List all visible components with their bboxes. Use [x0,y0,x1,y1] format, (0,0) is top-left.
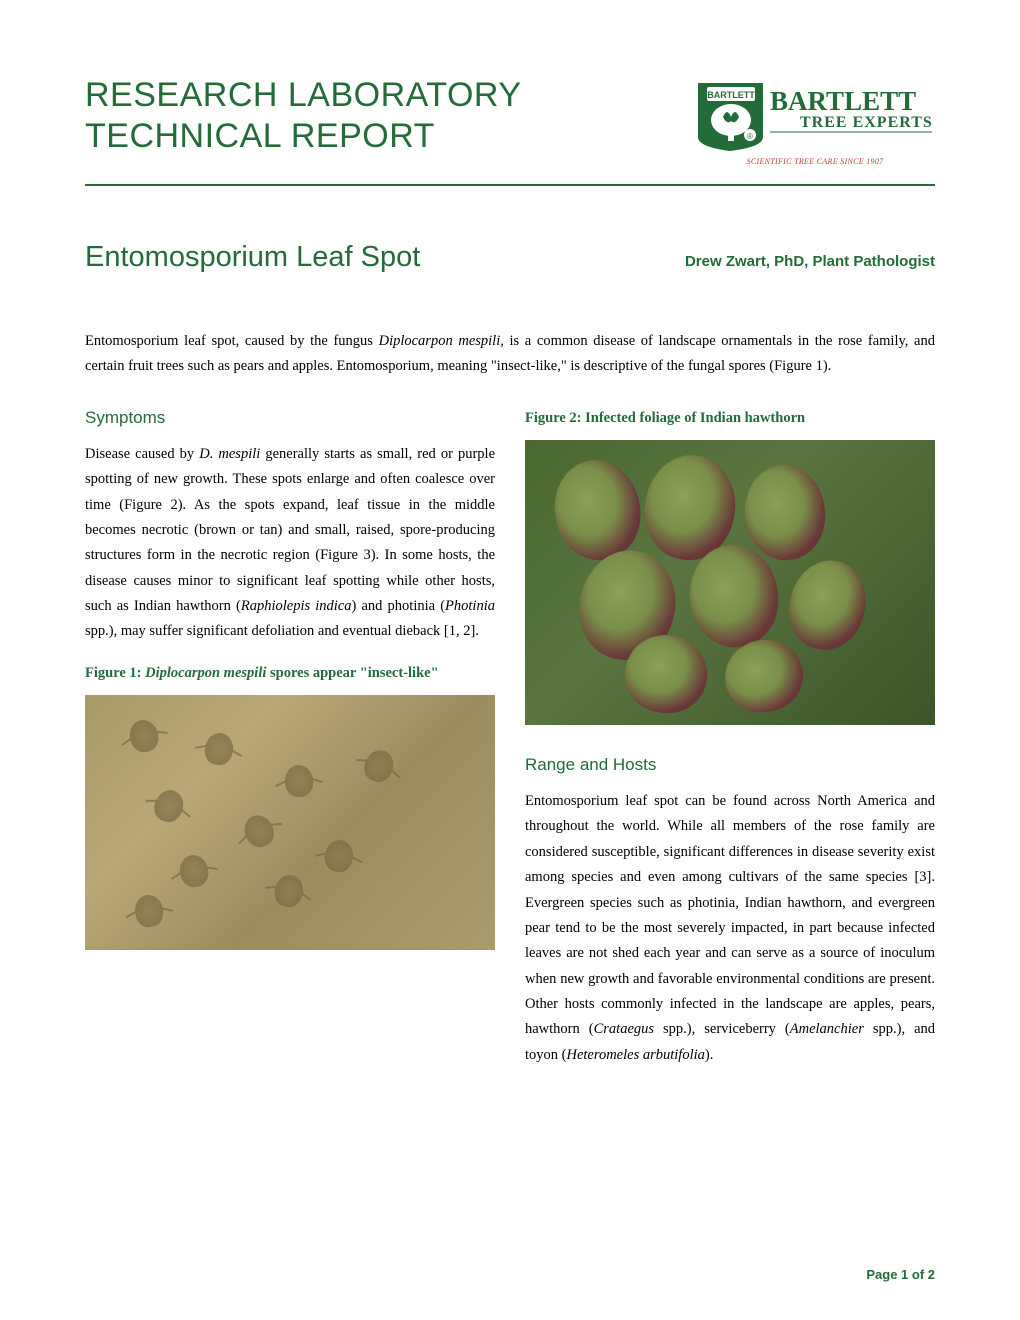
figure2-caption: Figure 2: Infected foliage of Indian haw… [525,408,935,428]
report-title-line2: TECHNICAL REPORT [85,116,522,157]
left-column: Symptoms Disease caused by D. mespili ge… [85,408,495,1068]
logo-brand-sub: TREE EXPERTS [800,114,933,131]
bartlett-logo: BARTLETT ® BARTLETT TREE EXPERTS [695,75,935,155]
report-title: RESEARCH LABORATORY TECHNICAL REPORT [85,75,522,157]
intro-paragraph: Entomosporium leaf spot, caused by the f… [85,329,935,380]
symptoms-heading: Symptoms [85,408,495,428]
logo-block: BARTLETT ® BARTLETT TREE EXPERTS SCIENTI… [695,75,935,166]
report-title-line1: RESEARCH LABORATORY [85,75,522,116]
range-body: Entomosporium leaf spot can be found acr… [525,789,935,1068]
two-column-layout: Symptoms Disease caused by D. mespili ge… [85,408,935,1068]
header: RESEARCH LABORATORY TECHNICAL REPORT BAR… [85,75,935,166]
header-divider [85,184,935,186]
logo-tagline: SCIENTIFIC TREE CARE SINCE 1907 [747,157,884,166]
right-column: Figure 2: Infected foliage of Indian haw… [525,408,935,1068]
figure2-image [525,440,935,725]
author-byline: Drew Zwart, PhD, Plant Pathologist [685,253,935,270]
logo-brand-top: BARTLETT [770,86,916,116]
page-number: Page 1 of 2 [866,1267,935,1282]
symptoms-body: Disease caused by D. mespili generally s… [85,442,495,645]
figure1-caption: Figure 1: Diplocarpon mespili spores app… [85,663,495,683]
article-title: Entomosporium Leaf Spot [85,241,420,274]
title-row: Entomosporium Leaf Spot Drew Zwart, PhD,… [85,241,935,274]
svg-text:®: ® [747,132,753,141]
logo-badge-text: BARTLETT [707,90,755,100]
figure1-image [85,695,495,950]
range-heading: Range and Hosts [525,755,935,775]
